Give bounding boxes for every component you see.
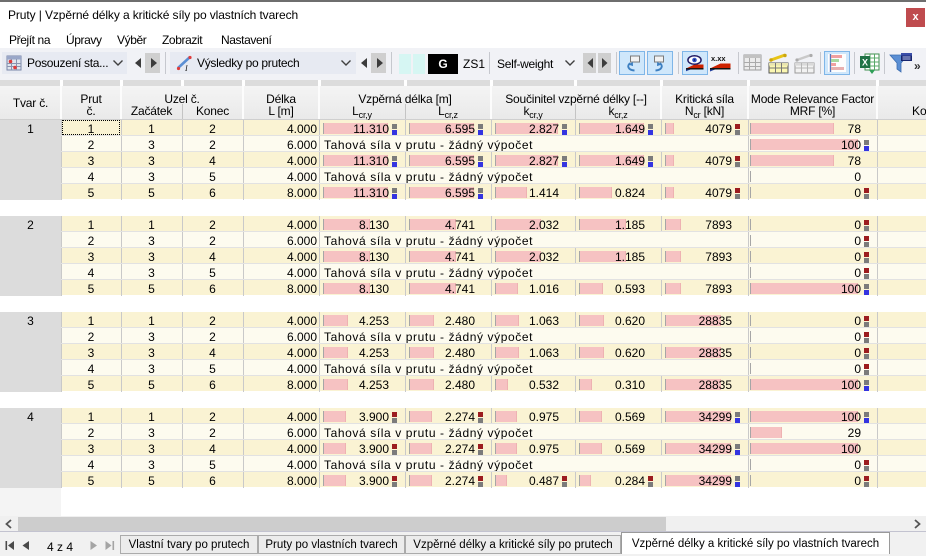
svg-text:I: I <box>184 64 188 72</box>
svg-text:x.xx: x.xx <box>711 54 726 63</box>
svg-text:X: X <box>862 58 868 68</box>
